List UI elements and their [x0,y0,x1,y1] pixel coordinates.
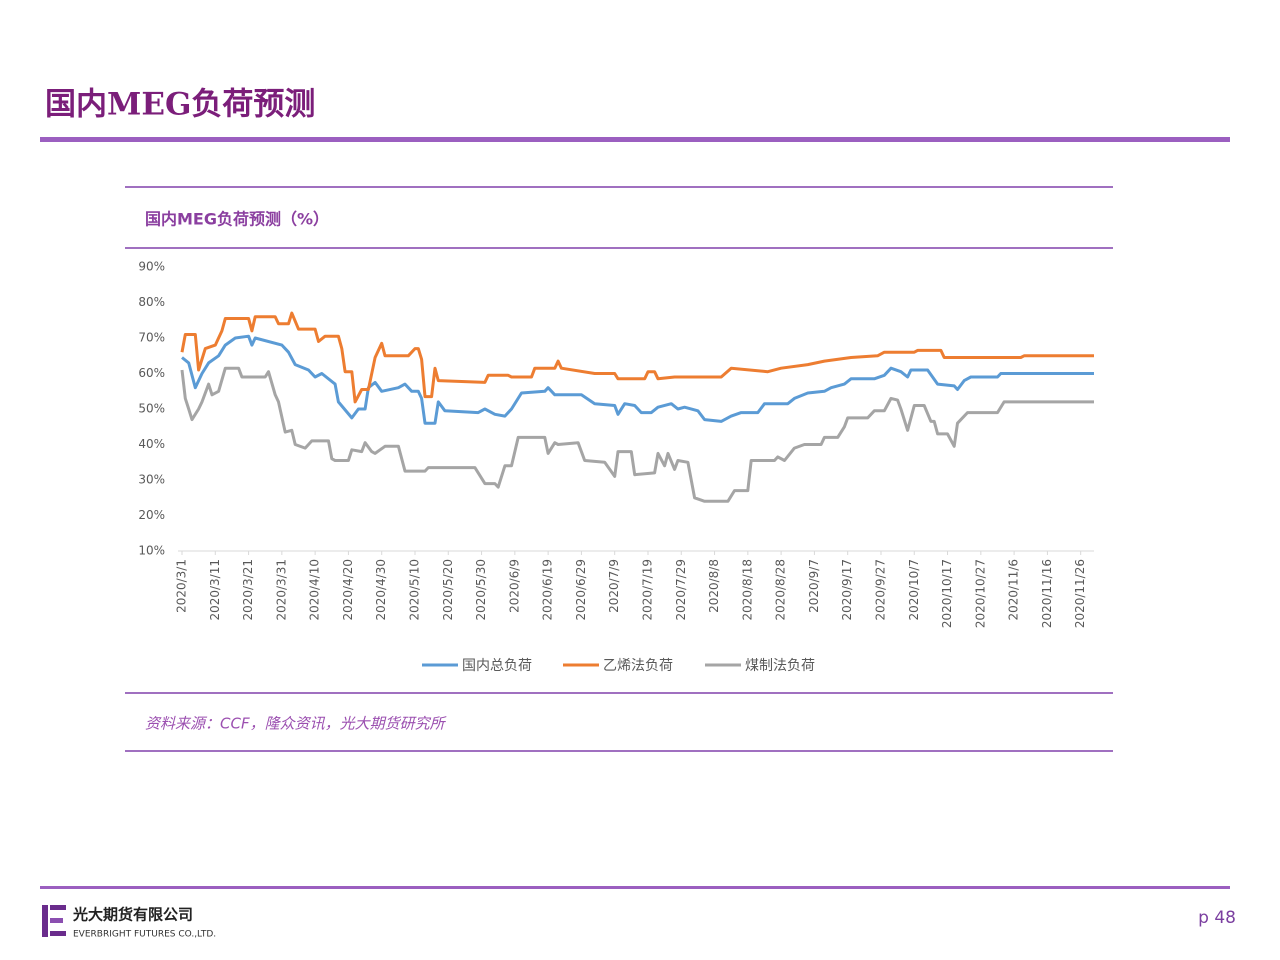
x-tick-label: 2020/10/27 [973,559,987,628]
slide-title: 国内MEG负荷预测 [45,87,315,123]
y-tick-label: 30% [138,473,165,487]
x-tick-label: 2020/7/19 [640,559,654,621]
x-tick-label: 2020/10/7 [907,559,921,621]
x-tick-label: 2020/10/17 [940,559,954,628]
plot: 10% 20% 30% 40% 50% 60% 70% 80% 90% 2020/3/1 2020/… [138,260,1094,674]
x-tick-label: 2020/3/21 [241,559,255,621]
y-tick-label: 80% [138,295,165,309]
x-tick-label: 2020/6/29 [574,559,588,621]
legend-label: 乙烯法负荷 [603,658,673,674]
logo-mark [50,931,66,936]
y-tick-label: 90% [138,260,165,274]
series-line [181,334,1094,425]
legend-label: 煤制法负荷 [745,658,815,674]
x-tick-label: 2020/11/26 [1073,559,1087,628]
footer-rule [40,886,1230,889]
page-number: p 48 [1198,908,1236,928]
x-tick-label: 2020/6/9 [507,559,521,613]
x-tick-label: 2020/4/20 [341,559,355,621]
x-tick-label: 2020/7/9 [607,559,621,613]
y-tick-label: 60% [138,366,165,380]
x-tick-label: 2020/3/11 [208,559,222,621]
x-tick-label: 2020/11/16 [1040,559,1054,628]
x-tick-label: 2020/5/10 [407,559,421,621]
company-name-en: EVERBRIGHT FUTURES CO.,LTD. [73,930,216,940]
x-tick-label: 2020/8/8 [707,559,721,613]
series-line [180,366,1094,503]
logo-mark [50,905,66,910]
logo-mark [42,905,48,937]
x-tick-label: 2020/11/6 [1007,559,1021,621]
title-rule [40,137,1230,142]
logo [42,905,66,937]
legend-label: 国内总负荷 [462,658,532,674]
company-name: 光大期货有限公司 [72,906,193,924]
x-tick-label: 2020/9/17 [840,559,854,621]
chart-title: 国内MEG负荷预测（%） [145,210,329,229]
x-tick-label: 2020/5/30 [474,559,488,621]
x-tick-label: 2020/9/27 [873,559,887,621]
x-tick-label: 2020/9/7 [807,559,821,613]
series-line [180,311,1094,404]
x-tick-label: 2020/4/30 [374,559,388,621]
x-tick-label: 2020/3/31 [274,559,288,621]
y-tick-label: 10% [138,544,165,558]
x-tick-label: 2020/7/29 [674,559,688,621]
y-tick-label: 20% [138,508,165,522]
x-tick-label: 2020/3/1 [175,559,189,613]
source-note: 资料来源：CCF，隆众资讯，光大期货研究所 [145,715,447,733]
y-tick-label: 40% [138,437,165,451]
y-tick-label: 70% [138,331,165,345]
y-tick-label: 50% [138,402,165,416]
x-tick-label: 2020/5/20 [441,559,455,621]
logo-mark [50,918,63,923]
x-tick-label: 2020/8/18 [740,559,754,621]
x-tick-label: 2020/4/10 [308,559,322,621]
x-tick-label: 2020/8/28 [774,559,788,621]
x-tick-label: 2020/6/19 [541,559,555,621]
